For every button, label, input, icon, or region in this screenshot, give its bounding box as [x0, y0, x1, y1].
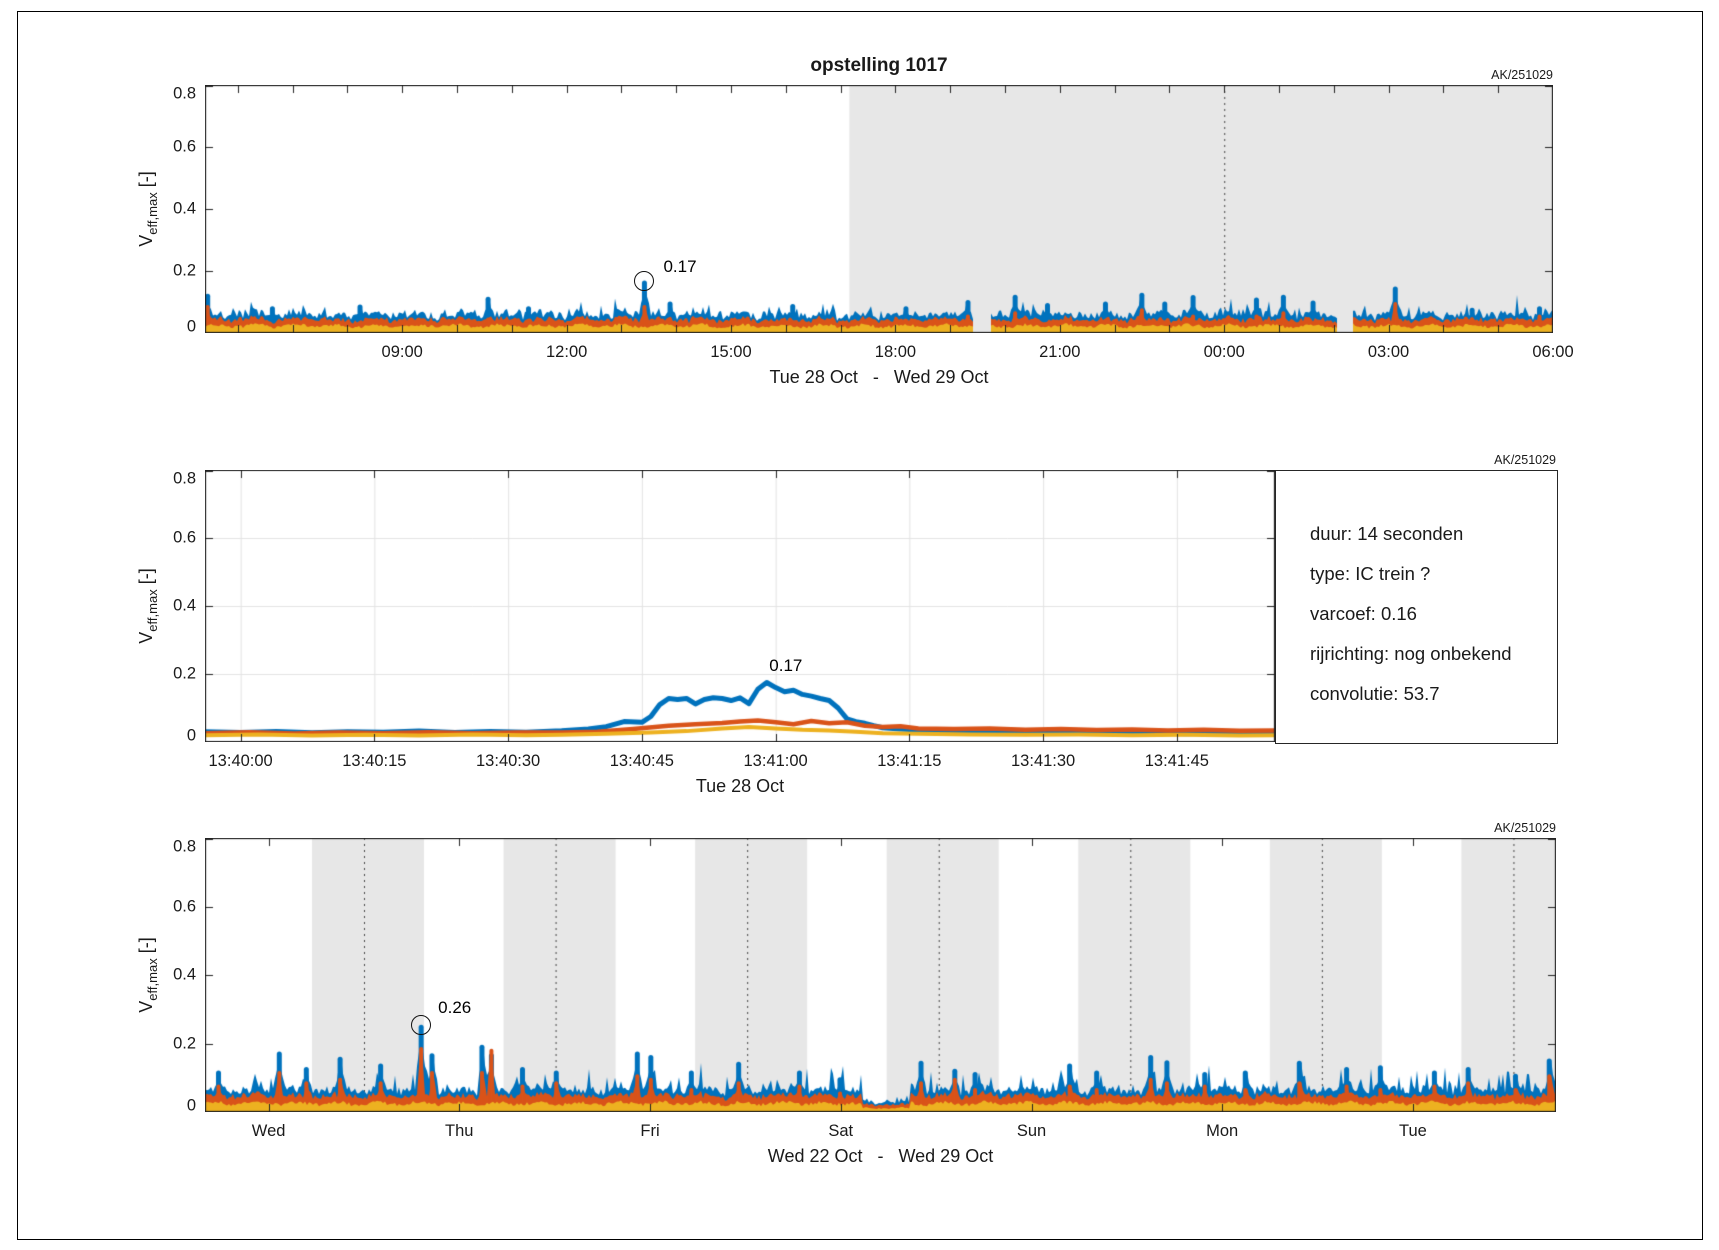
figure-title: opstelling 1017 [810, 55, 948, 76]
x-tick-label: 00:00 [1203, 343, 1245, 361]
y-label-unit: [-] [136, 937, 157, 954]
y-tick-label: 0 [186, 317, 196, 336]
y-tick-label: 0.6 [173, 528, 196, 547]
x-tick-label: 13:41:15 [877, 752, 942, 770]
x-tick-label: 13:41:30 [1011, 752, 1076, 770]
y-label-subscript: eff,max [144, 958, 160, 1001]
x-axis-label-week: Wed 22 Oct - Wed 29 Oct [767, 1146, 994, 1166]
week-overview-plot [205, 838, 1556, 1112]
event-zoom-plot [205, 470, 1275, 742]
info-line-direction: rijrichting: nog onbekend [1310, 643, 1512, 664]
y-axis-label-event: Veff,max [-] [136, 568, 160, 643]
x-tick-label: Sun [1016, 1122, 1047, 1140]
y-tick-label: 0.4 [173, 596, 196, 615]
y-tick-label: 0.8 [173, 837, 196, 856]
figure-border [17, 11, 1703, 1240]
peak-marker-circle-day [634, 270, 655, 291]
y-label-symbol: V [136, 234, 157, 247]
y-axis-label-week: Veff,max [-] [136, 937, 160, 1012]
x-tick-label: Wed [251, 1122, 286, 1140]
x-tick-label: 13:40:15 [342, 752, 407, 770]
x-tick-label: Sat [828, 1122, 854, 1140]
watermark-top: AK/251029 [1491, 68, 1553, 82]
x-tick-label: 21:00 [1039, 343, 1081, 361]
info-line-duration: duur: 14 seconden [1310, 523, 1464, 544]
x-tick-label: 09:00 [381, 343, 423, 361]
y-tick-label: 0 [186, 1096, 196, 1115]
x-tick-label: 03:00 [1367, 343, 1410, 361]
x-axis-label-day: Tue 28 Oct - Wed 29 Oct [769, 367, 989, 387]
y-tick-label: 0.2 [173, 1034, 196, 1052]
event-info-box: duur: 14 seconden type: IC trein ? varco… [1275, 470, 1558, 744]
x-tick-label: Fri [640, 1122, 660, 1140]
x-tick-label: Thu [445, 1122, 474, 1140]
watermark-bottom: AK/251029 [1494, 821, 1556, 835]
info-line-convolution: convolutie: 53.7 [1310, 683, 1440, 704]
y-tick-label: 0.6 [173, 897, 196, 915]
x-tick-label: 15:00 [710, 343, 752, 361]
peak-value-annotation-week: 0.26 [438, 998, 472, 1018]
y-label-symbol: V [136, 631, 157, 644]
x-tick-label: 13:41:00 [743, 752, 808, 770]
x-tick-label: 18:00 [874, 343, 917, 361]
peak-value-annotation-event: 0.17 [769, 655, 803, 675]
y-label-subscript: eff,max [144, 589, 160, 632]
y-axis-label-day: Veff,max [-] [136, 171, 160, 246]
x-tick-label: 06:00 [1532, 343, 1574, 361]
y-tick-label: 0.2 [173, 664, 196, 683]
x-tick-label: 13:40:00 [208, 752, 273, 770]
x-tick-label: 13:40:30 [476, 752, 541, 770]
info-line-varcoef: varcoef: 0.16 [1310, 603, 1417, 624]
x-tick-label: 13:40:45 [609, 752, 674, 770]
y-tick-label: 0.4 [173, 965, 196, 984]
y-label-unit: [-] [136, 568, 157, 585]
y-tick-label: 0.4 [173, 199, 196, 218]
peak-marker-circle-week [411, 1015, 432, 1036]
peak-value-annotation-day: 0.17 [663, 256, 697, 276]
x-tick-label: 12:00 [546, 343, 588, 361]
info-line-type: type: IC trein ? [1310, 563, 1431, 584]
x-tick-label: 13:41:45 [1144, 752, 1209, 770]
day-overview-plot [205, 85, 1553, 333]
x-tick-label: Tue [1399, 1122, 1427, 1140]
y-label-unit: [-] [136, 171, 157, 188]
y-tick-label: 0.6 [173, 137, 196, 156]
y-tick-label: 0.8 [173, 84, 196, 103]
x-tick-label: Mon [1206, 1122, 1239, 1140]
x-axis-label-event: Tue 28 Oct [695, 776, 785, 796]
y-tick-label: 0.2 [173, 261, 196, 280]
y-tick-label: 0 [186, 726, 196, 745]
y-label-subscript: eff,max [144, 192, 160, 235]
y-label-symbol: V [136, 1000, 157, 1013]
watermark-middle: AK/251029 [1494, 453, 1556, 467]
y-tick-label: 0.8 [173, 469, 196, 488]
